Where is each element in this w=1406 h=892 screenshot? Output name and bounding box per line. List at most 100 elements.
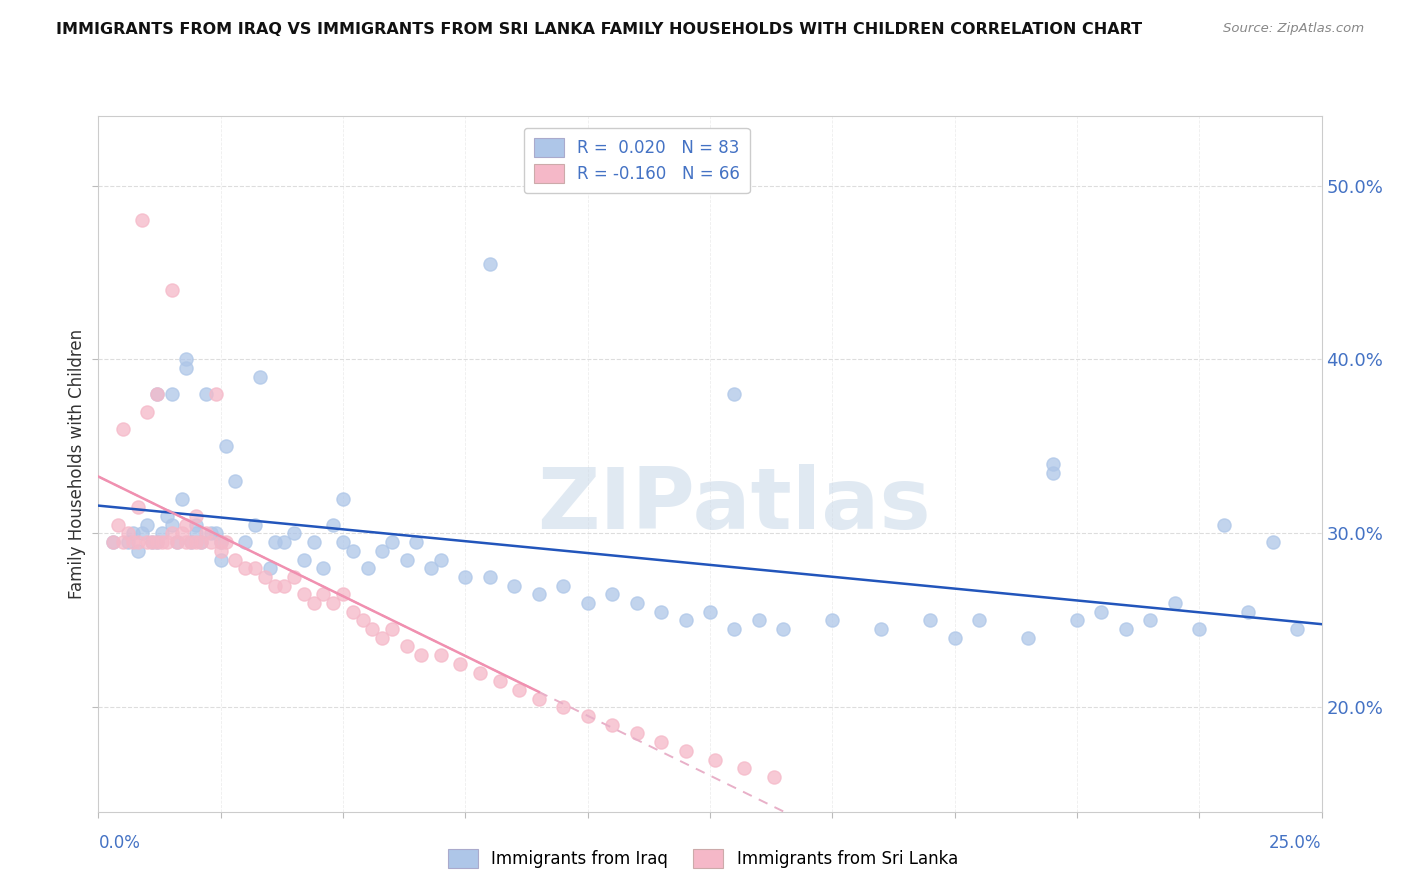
Point	[411, 648, 433, 662]
Point	[430, 552, 453, 566]
Point	[170, 491, 193, 506]
Point	[292, 552, 315, 566]
Point	[723, 622, 745, 636]
Point	[101, 535, 124, 549]
Point	[160, 387, 183, 401]
Point	[1115, 622, 1137, 636]
Point	[156, 535, 179, 549]
Point	[478, 257, 501, 271]
Point	[626, 596, 648, 610]
Point	[650, 735, 672, 749]
Text: ZIPatlas: ZIPatlas	[537, 464, 931, 547]
Point	[468, 665, 491, 680]
Point	[111, 422, 134, 436]
Point	[1017, 631, 1039, 645]
Point	[381, 535, 404, 549]
Point	[352, 614, 374, 628]
Point	[209, 535, 232, 549]
Point	[141, 535, 163, 549]
Point	[214, 440, 236, 454]
Point	[127, 500, 149, 515]
Point	[821, 614, 844, 628]
Text: 25.0%: 25.0%	[1270, 834, 1322, 852]
Point	[259, 561, 281, 575]
Point	[371, 631, 394, 645]
Point	[146, 387, 169, 401]
Point	[180, 535, 202, 549]
Point	[195, 387, 218, 401]
Point	[302, 596, 325, 610]
Point	[200, 526, 222, 541]
Point	[205, 526, 228, 541]
Point	[249, 369, 271, 384]
Point	[356, 561, 378, 575]
Point	[488, 674, 510, 689]
Point	[332, 535, 354, 549]
Point	[302, 535, 325, 549]
Point	[1042, 457, 1064, 471]
Point	[136, 535, 159, 549]
Point	[1286, 622, 1309, 636]
Text: IMMIGRANTS FROM IRAQ VS IMMIGRANTS FROM SRI LANKA FAMILY HOUSEHOLDS WITH CHILDRE: IMMIGRANTS FROM IRAQ VS IMMIGRANTS FROM …	[56, 22, 1142, 37]
Point	[243, 517, 266, 532]
Point	[405, 535, 427, 549]
Point	[600, 587, 623, 601]
Point	[273, 578, 295, 592]
Point	[420, 561, 443, 575]
Text: 0.0%: 0.0%	[98, 834, 141, 852]
Legend: R =  0.020   N = 83, R = -0.160   N = 66: R = 0.020 N = 83, R = -0.160 N = 66	[523, 128, 749, 193]
Point	[131, 526, 153, 541]
Point	[943, 631, 966, 645]
Point	[101, 535, 124, 549]
Point	[233, 561, 256, 575]
Point	[342, 544, 364, 558]
Point	[136, 405, 159, 419]
Point	[576, 709, 599, 723]
Point	[1090, 605, 1112, 619]
Point	[1237, 605, 1260, 619]
Point	[224, 474, 246, 488]
Point	[117, 535, 139, 549]
Point	[1188, 622, 1211, 636]
Point	[243, 561, 266, 575]
Point	[200, 535, 222, 549]
Point	[478, 570, 501, 584]
Point	[146, 535, 169, 549]
Point	[205, 387, 228, 401]
Point	[553, 700, 575, 714]
Point	[772, 622, 794, 636]
Point	[150, 526, 173, 541]
Point	[450, 657, 472, 671]
Point	[381, 622, 404, 636]
Point	[263, 535, 285, 549]
Point	[117, 526, 139, 541]
Point	[176, 517, 198, 532]
Point	[121, 535, 143, 549]
Point	[253, 570, 276, 584]
Point	[170, 526, 193, 541]
Point	[748, 614, 770, 628]
Point	[703, 752, 725, 766]
Point	[312, 561, 335, 575]
Point	[332, 491, 354, 506]
Point	[107, 517, 129, 532]
Point	[176, 535, 198, 549]
Point	[454, 570, 477, 584]
Point	[111, 535, 134, 549]
Point	[283, 526, 305, 541]
Point	[600, 717, 623, 731]
Point	[186, 517, 208, 532]
Point	[342, 605, 364, 619]
Point	[1164, 596, 1187, 610]
Point	[361, 622, 384, 636]
Point	[503, 578, 526, 592]
Point	[176, 352, 198, 367]
Point	[527, 587, 550, 601]
Point	[190, 535, 212, 549]
Point	[186, 526, 208, 541]
Point	[160, 526, 183, 541]
Point	[150, 535, 173, 549]
Point	[322, 596, 344, 610]
Point	[626, 726, 648, 740]
Point	[186, 535, 208, 549]
